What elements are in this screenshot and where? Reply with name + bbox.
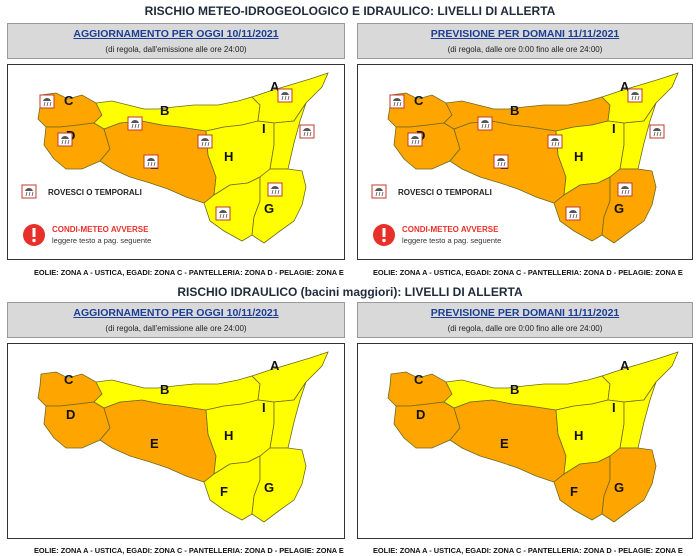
storm-icon	[39, 94, 55, 109]
zone-label-e: E	[500, 436, 509, 451]
zone-label-b: B	[160, 103, 169, 118]
zone-label-h: H	[224, 149, 233, 164]
storm-icon	[197, 134, 213, 149]
panel-title: PREVISIONE PER DOMANI 11/11/2021	[430, 307, 620, 319]
storm-icon	[215, 206, 231, 221]
zone-label-e: E	[150, 436, 159, 451]
alert-map-today-meteo: ABCDEFGHIROVESCI O TEMPORALICONDI-METEO …	[7, 64, 345, 260]
zone-label-i: I	[262, 121, 266, 136]
storm-icon	[649, 124, 665, 139]
panel-subtitle: (di regola, dall'emissione alle ore 24:0…	[105, 45, 247, 54]
zone-a	[601, 351, 679, 403]
zone-g	[251, 168, 307, 244]
panel-title: AGGIORNAMENTO PER OGGI 10/11/2021	[73, 28, 279, 40]
storm-icon	[547, 134, 563, 149]
zone-d	[393, 401, 461, 449]
legend-note: leggere testo a pag. seguente	[402, 236, 501, 245]
zone-label-b: B	[510, 103, 519, 118]
legend-note: leggere testo a pag. seguente	[52, 236, 151, 245]
zone-g	[601, 447, 657, 523]
sicily-zone-map: A B C D E F G H I	[387, 351, 679, 523]
alert-map-today-hydro: A B C D E F G H I	[7, 343, 345, 539]
zone-label-c: C	[64, 372, 74, 387]
panel-subtitle: (di regola, dalle ore 0:00 fino alle ore…	[447, 324, 603, 333]
zone-i	[269, 102, 307, 170]
storm-icon	[617, 182, 633, 197]
sicily-zone-map: A B C D E F G H I	[37, 351, 329, 523]
panel-title: AGGIORNAMENTO PER OGGI 10/11/2021	[73, 307, 279, 319]
zone-g	[251, 447, 307, 523]
storm-icon	[565, 206, 581, 221]
storm-icon	[371, 184, 387, 199]
panel-subtitle: (di regola, dall'emissione alle ore 24:0…	[105, 324, 247, 333]
zone-label-c: C	[414, 93, 424, 108]
zone-label-f: F	[220, 484, 228, 499]
zone-label-f: F	[570, 484, 578, 499]
zone-label-c: C	[64, 93, 74, 108]
hydro-section-title: RISCHIO IDRAULICO (bacini maggiori): LIV…	[177, 285, 523, 299]
storm-icon	[267, 182, 283, 197]
zone-d	[43, 401, 111, 449]
panel-subtitle: (di regola, dalle ore 0:00 fino alle ore…	[447, 45, 603, 54]
zone-i	[269, 381, 307, 449]
legend-storm-label: ROVESCI O TEMPORALI	[48, 188, 142, 197]
alert-map-tomorrow-meteo: ABCDEFGHIROVESCI O TEMPORALICONDI-METEO …	[357, 64, 693, 260]
storm-icon	[277, 88, 293, 103]
zone-label-b: B	[510, 382, 519, 397]
islands-footnote: EOLIE: ZONA A - USTICA, EGADI: ZONA C - …	[373, 546, 683, 555]
zone-label-i: I	[262, 400, 266, 415]
zone-label-g: G	[264, 201, 274, 216]
warning-icon	[373, 224, 395, 246]
warning-icon	[23, 224, 45, 246]
zone-label-a: A	[620, 79, 630, 94]
storm-icon	[57, 132, 73, 147]
zone-label-h: H	[574, 149, 583, 164]
zone-label-b: B	[160, 382, 169, 397]
panel-header-tomorrow-hydro: PREVISIONE PER DOMANI 11/11/2021 (di reg…	[357, 302, 693, 338]
storm-icon	[627, 88, 643, 103]
zone-label-g: G	[264, 480, 274, 495]
zone-label-d: D	[416, 407, 425, 422]
islands-footnote: EOLIE: ZONA A - USTICA, EGADI: ZONA C - …	[34, 546, 344, 555]
alert-map-tomorrow-hydro: A B C D E F G H I	[357, 343, 693, 539]
panel-title: PREVISIONE PER DOMANI 11/11/2021	[430, 28, 620, 40]
zone-label-i: I	[612, 121, 616, 136]
zone-label-g: G	[614, 480, 624, 495]
zone-label-i: I	[612, 400, 616, 415]
storm-icon	[127, 116, 143, 131]
sicily-zone-map: ABCDEFGHIROVESCI O TEMPORALICONDI-METEO …	[21, 72, 329, 246]
zone-label-h: H	[574, 428, 583, 443]
meteo-section-title: RISCHIO METEO-IDROGEOLOGICO E IDRAULICO:…	[144, 4, 556, 18]
legend-adverse-label: CONDI-METEO AVVERSE	[402, 225, 499, 234]
zone-i	[619, 102, 657, 170]
storm-icon	[389, 94, 405, 109]
islands-footnote: EOLIE: ZONA A - USTICA, EGADI: ZONA C - …	[373, 268, 683, 277]
zone-label-a: A	[620, 358, 630, 373]
zone-label-g: G	[614, 201, 624, 216]
zone-g	[601, 168, 657, 244]
zone-label-a: A	[270, 358, 280, 373]
storm-icon	[493, 154, 509, 169]
storm-icon	[21, 184, 37, 199]
storm-icon	[299, 124, 315, 139]
legend-storm-label: ROVESCI O TEMPORALI	[398, 188, 492, 197]
storm-icon	[407, 132, 423, 147]
zone-d	[393, 122, 461, 170]
panel-header-today-hydro: AGGIORNAMENTO PER OGGI 10/11/2021 (di re…	[7, 302, 345, 338]
legend-adverse-label: CONDI-METEO AVVERSE	[52, 225, 149, 234]
sicily-zone-map: ABCDEFGHIROVESCI O TEMPORALICONDI-METEO …	[371, 72, 679, 246]
storm-icon	[143, 154, 159, 169]
zone-label-d: D	[66, 407, 75, 422]
zone-a	[251, 351, 329, 403]
zone-label-c: C	[414, 372, 424, 387]
panel-header-today-meteo: AGGIORNAMENTO PER OGGI 10/11/2021 (di re…	[7, 23, 345, 59]
zone-d	[43, 122, 111, 170]
storm-icon	[477, 116, 493, 131]
zone-label-a: A	[270, 79, 280, 94]
zone-i	[619, 381, 657, 449]
zone-label-h: H	[224, 428, 233, 443]
islands-footnote: EOLIE: ZONA A - USTICA, EGADI: ZONA C - …	[34, 268, 344, 277]
panel-header-tomorrow-meteo: PREVISIONE PER DOMANI 11/11/2021 (di reg…	[357, 23, 693, 59]
